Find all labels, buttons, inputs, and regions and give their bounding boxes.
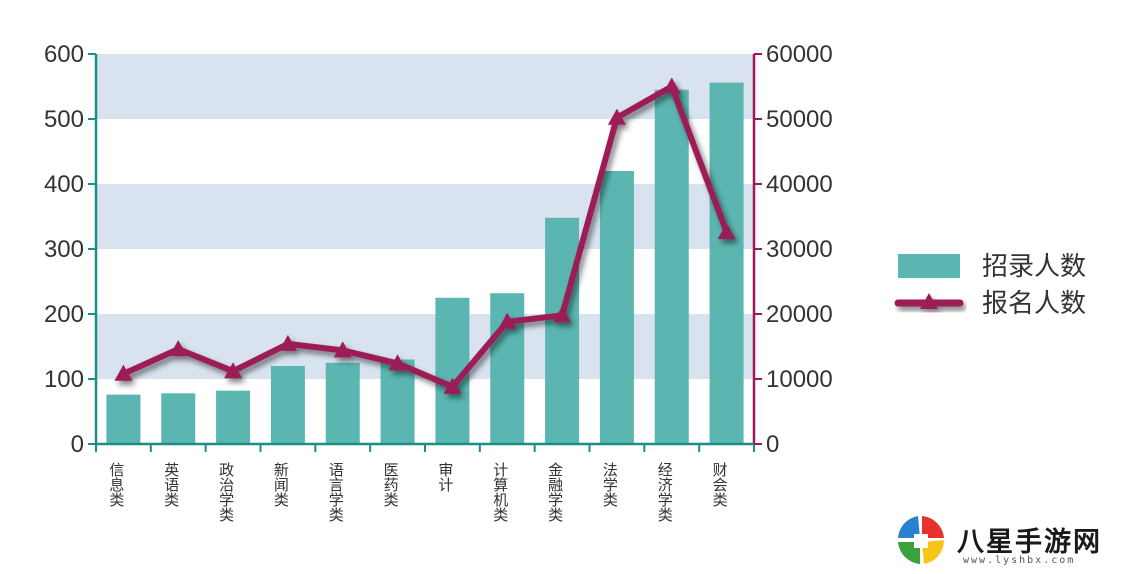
category-label: 经济学类 (656, 462, 674, 522)
left-tick-label: 100 (44, 366, 84, 393)
watermark-url: www.lyshbx.com (963, 555, 1076, 566)
bar (599, 171, 634, 444)
category-label: 新闻类 (272, 462, 290, 507)
left-tick-label: 300 (44, 236, 84, 263)
left-tick-label: 0 (71, 431, 84, 458)
left-tick-label: 200 (44, 301, 84, 328)
grid-band (96, 54, 754, 119)
line-point-marker (333, 341, 352, 358)
left-tick-label: 400 (44, 171, 84, 198)
line-point-marker (607, 108, 626, 125)
series-line (120, 83, 730, 390)
left-axis-ticks: 0 100 200 300 400 500 600 (44, 41, 84, 458)
category-label: 财会类 (711, 462, 729, 507)
left-tick-label: 600 (44, 41, 84, 68)
logo-swirl-red (922, 516, 944, 538)
right-tick-label: 40000 (766, 171, 833, 198)
line-point-marker (169, 340, 188, 357)
logo-center (914, 534, 928, 548)
line-point-marker (498, 312, 517, 329)
line-point-marker (443, 377, 462, 394)
grid-band (96, 314, 754, 379)
category-label: 法学类 (601, 462, 619, 507)
category-label: 金融学类 (546, 462, 564, 522)
bar (380, 359, 415, 444)
bar (545, 217, 580, 444)
logo-swirl-blue (898, 516, 920, 538)
category-label: 计算机类 (491, 462, 509, 522)
right-axis-ticks: 0 10000 20000 30000 40000 50000 60000 (766, 41, 833, 458)
bar (106, 394, 141, 444)
line-point-marker (224, 362, 243, 379)
right-tick-label: 10000 (766, 366, 833, 393)
category-label: 英语类 (162, 461, 180, 507)
bar-series (106, 82, 744, 444)
legend-bar-label: 招录人数 (982, 252, 1086, 282)
line-point-marker (553, 306, 572, 323)
line-point-marker (278, 334, 297, 351)
right-tick-label: 30000 (766, 236, 833, 263)
right-tick-label: 20000 (766, 301, 833, 328)
legend-line-marker (920, 293, 938, 309)
bar (216, 390, 251, 444)
line-point-marker (662, 77, 681, 94)
line-point-marker (717, 223, 736, 240)
category-label: 医药类 (382, 462, 400, 507)
line-series (114, 77, 736, 394)
category-label: 审计 (436, 462, 454, 492)
bar (161, 393, 196, 444)
left-tick-label: 500 (44, 106, 84, 133)
category-label: 政治学类 (217, 462, 235, 522)
watermark-text: 八星手游网 (957, 527, 1102, 558)
axes (88, 53, 762, 452)
line-point-marker (114, 364, 133, 381)
category-label: 信息类 (107, 462, 125, 507)
category-label: 语言学类 (327, 462, 345, 522)
grid-bands (96, 54, 754, 379)
grid-band (96, 184, 754, 249)
watermark-logo (898, 516, 945, 564)
line-point-marker (388, 354, 407, 371)
legend-line-label: 报名人数 (982, 289, 1086, 319)
bar (270, 366, 305, 444)
legend: 招录人数 报名人数 (894, 252, 1086, 319)
legend-bar-swatch (898, 254, 960, 278)
right-tick-label: 50000 (766, 106, 833, 133)
right-tick-label: 0 (766, 431, 779, 458)
right-tick-label: 60000 (766, 41, 833, 68)
bar (709, 82, 744, 444)
category-labels: 信息类 英语类 政治学类 新闻类 语言学类 医药类 审计 计算机类 金融学类 法学类 经济学类 财会类 (107, 461, 728, 522)
bar (654, 89, 689, 444)
bar (325, 362, 360, 444)
